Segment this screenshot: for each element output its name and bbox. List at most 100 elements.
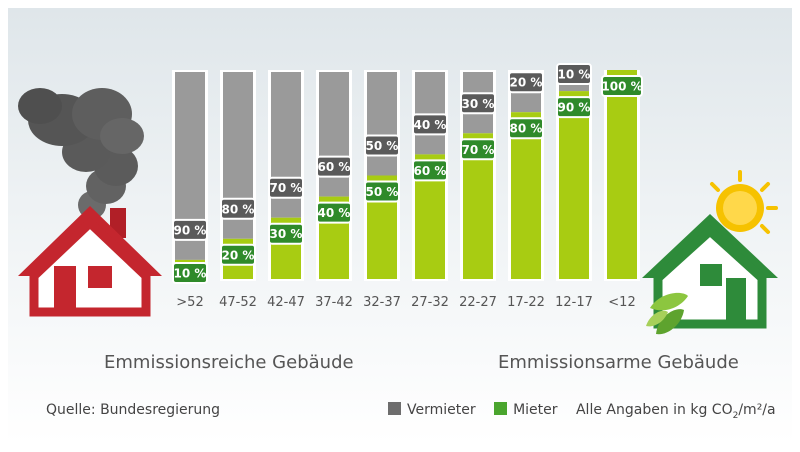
label-vermieter-4-text: 50 % bbox=[366, 139, 399, 153]
label-mieter-5: 60 % bbox=[412, 159, 448, 182]
label-mieter-4-bg bbox=[364, 180, 400, 203]
label-vermieter-8-text: 10 % bbox=[558, 68, 591, 82]
label-vermieter-8: 10 % bbox=[556, 63, 592, 85]
legend-item-mieter: Mieter bbox=[494, 402, 562, 418]
label-vermieter-6-text: 30 % bbox=[462, 97, 495, 111]
label-mieter-9-text: 100 % bbox=[601, 80, 642, 94]
label-mieter-8-bg bbox=[556, 96, 592, 119]
label-mieter-3-text: 40 % bbox=[318, 206, 351, 220]
bar-group-8: 10 % 90 % bbox=[556, 63, 592, 281]
label-mieter-3: 40 % bbox=[316, 201, 352, 224]
bar-vermieter bbox=[415, 72, 445, 155]
bar-group-9: 100 % bbox=[601, 70, 643, 281]
label-vermieter-4-bg bbox=[364, 134, 400, 157]
bar-group-6: 30 % 70 % bbox=[460, 70, 496, 281]
label-vermieter-2-bg bbox=[268, 176, 304, 199]
label-vermieter-4: 50 % bbox=[364, 134, 400, 157]
bar-group-1: 80 % 20 % bbox=[220, 70, 256, 281]
left-caption: Emmissionsreiche Gebäude bbox=[104, 352, 354, 373]
label-mieter-2: 30 % bbox=[268, 222, 304, 245]
bar-mieter bbox=[559, 91, 589, 279]
legend-swatch-mieter bbox=[494, 402, 508, 415]
label-mieter-2-text: 30 % bbox=[270, 227, 303, 241]
label-vermieter-3-text: 60 % bbox=[318, 160, 351, 174]
label-mieter-0: 10 % bbox=[172, 262, 208, 284]
label-mieter-9: 100 % bbox=[601, 75, 643, 97]
legend-label-vermieter: Vermieter bbox=[407, 402, 476, 418]
label-vermieter-1-text: 80 % bbox=[222, 202, 255, 216]
x-tick-label: 47-52 bbox=[219, 295, 257, 310]
label-vermieter-5-text: 40 % bbox=[414, 118, 447, 132]
label-vermieter-5-bg bbox=[412, 113, 448, 136]
label-vermieter-8-bg bbox=[556, 63, 592, 85]
right-caption: Emmissionsarme Gebäude bbox=[498, 352, 739, 373]
label-mieter-7-text: 80 % bbox=[510, 122, 543, 136]
label-mieter-5-bg bbox=[412, 159, 448, 182]
units-note: Alle Angaben in kg CO2/m²/a bbox=[575, 402, 776, 421]
label-vermieter-0: 90 % bbox=[172, 218, 208, 241]
label-vermieter-2: 70 % bbox=[268, 176, 304, 199]
bar-group-2: 70 % 30 % bbox=[268, 70, 304, 281]
label-mieter-2-bg bbox=[268, 222, 304, 245]
red-house-icon bbox=[18, 206, 162, 317]
label-mieter-8-text: 90 % bbox=[558, 101, 591, 115]
x-tick-label: <12 bbox=[608, 295, 635, 310]
label-mieter-7-bg bbox=[508, 117, 544, 140]
x-tick-label: 22-27 bbox=[459, 295, 497, 310]
x-tick-label: >52 bbox=[176, 295, 203, 310]
legend-swatch-vermieter bbox=[388, 402, 401, 415]
label-mieter-4: 50 % bbox=[364, 180, 400, 203]
label-vermieter-7: 20 % bbox=[508, 71, 544, 94]
label-vermieter-6: 30 % bbox=[460, 92, 496, 115]
bar-group-0: 90 % 10 % bbox=[172, 70, 208, 284]
units-suffix: /m²/a bbox=[738, 402, 776, 418]
bar-vermieter bbox=[367, 72, 397, 176]
source-text: Quelle: Bundesregierung bbox=[46, 402, 221, 418]
emission-house-illustration bbox=[18, 88, 162, 317]
label-vermieter-0-text: 90 % bbox=[174, 223, 207, 237]
legend-label-mieter: Mieter bbox=[513, 402, 558, 418]
x-tick-label: 32-37 bbox=[363, 295, 401, 310]
label-vermieter-7-bg bbox=[508, 71, 544, 94]
sun-icon bbox=[710, 170, 778, 234]
label-mieter-7: 80 % bbox=[508, 117, 544, 140]
label-mieter-1-bg bbox=[220, 243, 256, 266]
label-mieter-0-text: 10 % bbox=[174, 267, 207, 281]
bar-mieter bbox=[511, 112, 541, 279]
label-vermieter-5: 40 % bbox=[412, 113, 448, 136]
bar-group-7: 20 % 80 % bbox=[508, 70, 544, 281]
smoke-cloud-icon bbox=[18, 88, 144, 219]
label-mieter-6: 70 % bbox=[460, 138, 496, 161]
legend: Vermieter Mieter Alle Angaben in kg CO2/… bbox=[388, 402, 776, 421]
x-tick-label: 17-22 bbox=[507, 295, 545, 310]
bar-vermieter bbox=[319, 72, 349, 197]
legend-item-vermieter: Vermieter bbox=[388, 402, 480, 418]
label-mieter-1: 20 % bbox=[220, 243, 256, 266]
bar-group-4: 50 % 50 % bbox=[364, 70, 400, 281]
label-mieter-6-bg bbox=[460, 138, 496, 161]
label-vermieter-0-bg bbox=[172, 218, 208, 241]
label-vermieter-6-bg bbox=[460, 92, 496, 115]
label-mieter-4-text: 50 % bbox=[366, 185, 399, 199]
bar-group-3: 60 % 40 % bbox=[316, 70, 352, 281]
x-tick-label: 12-17 bbox=[555, 295, 593, 310]
units-prefix: Alle Angaben in kg CO bbox=[575, 402, 733, 418]
label-mieter-9-bg bbox=[601, 75, 643, 97]
x-tick-label: 27-32 bbox=[411, 295, 449, 310]
label-vermieter-3: 60 % bbox=[316, 155, 352, 178]
label-mieter-1-text: 20 % bbox=[222, 248, 255, 262]
x-tick-label: 42-47 bbox=[267, 295, 305, 310]
label-vermieter-1: 80 % bbox=[220, 197, 256, 220]
bar-mieter bbox=[607, 70, 637, 279]
label-vermieter-1-bg bbox=[220, 197, 256, 220]
x-tick-label: 37-42 bbox=[315, 295, 353, 310]
label-mieter-5-text: 60 % bbox=[414, 164, 447, 178]
label-vermieter-7-text: 20 % bbox=[510, 76, 543, 90]
label-vermieter-3-bg bbox=[316, 155, 352, 178]
low-emission-house-illustration bbox=[642, 170, 778, 335]
label-mieter-0-bg bbox=[172, 262, 208, 284]
leaves-icon bbox=[646, 292, 688, 335]
label-mieter-8: 90 % bbox=[556, 96, 592, 119]
